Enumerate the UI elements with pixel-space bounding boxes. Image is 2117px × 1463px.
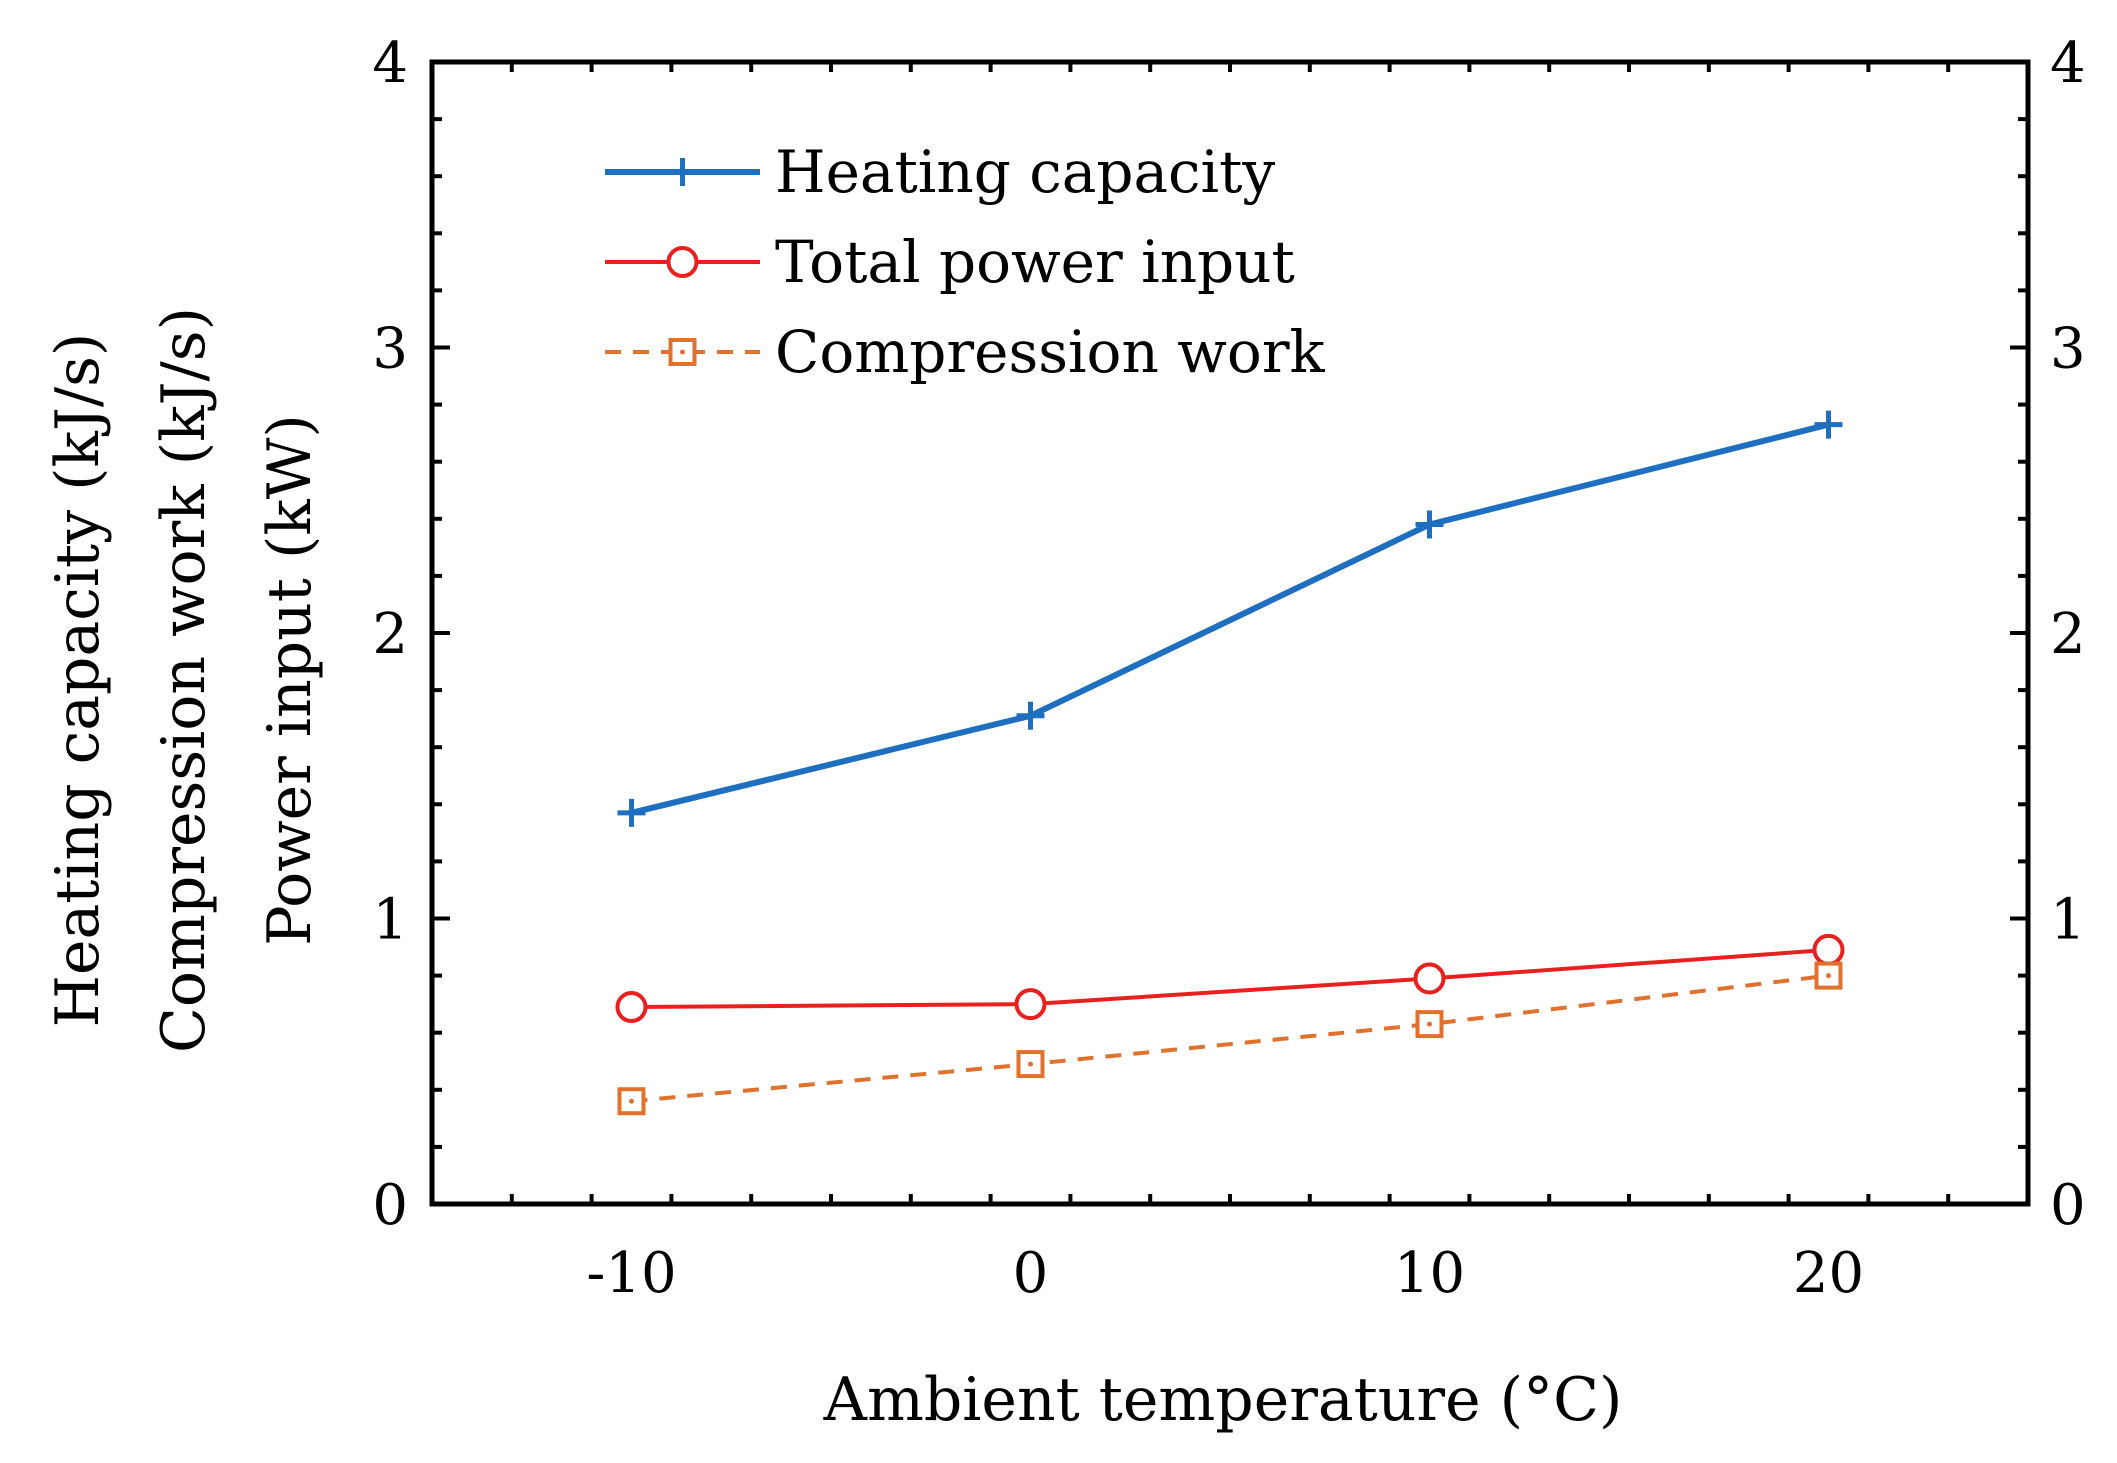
y-tick-label-left: 3 xyxy=(372,317,408,382)
circle-marker xyxy=(615,991,648,1024)
legend-label: Compression work xyxy=(775,318,1326,386)
series-total-power-input xyxy=(615,933,1845,1024)
x-tick-label: 10 xyxy=(1394,1241,1465,1306)
square-marker xyxy=(617,1087,646,1116)
legend-circle-marker xyxy=(666,246,699,278)
square-marker-dot xyxy=(1427,1021,1432,1027)
legend-label: Heating capacity xyxy=(775,138,1275,206)
x-tick-label: 0 xyxy=(1013,1241,1049,1306)
square-marker xyxy=(1814,961,1843,990)
plus-marker xyxy=(1814,410,1843,439)
square-marker-dot xyxy=(680,349,685,355)
plus-marker xyxy=(1415,510,1444,539)
circle-marker xyxy=(1014,988,1047,1021)
square-marker xyxy=(1016,1050,1045,1079)
legend-entry: Heating capacity xyxy=(605,138,1275,206)
legend-entry: Total power input xyxy=(605,228,1295,296)
legend-square-marker xyxy=(668,338,697,366)
y-tick-label-left: 4 xyxy=(372,31,408,96)
y-axis-label-line-3: Power input (kW) xyxy=(255,414,325,946)
series-compression-work xyxy=(617,961,1843,1116)
x-axis: -10 0 10 20 xyxy=(430,62,2030,1306)
y-tick-label-right: 4 xyxy=(2050,31,2086,96)
square-marker-box xyxy=(617,1087,646,1116)
y-axis-label-line-2: Compression work (kJ/s) xyxy=(149,307,219,1053)
series-line xyxy=(631,973,1829,1104)
y-tick-label-left: 1 xyxy=(372,888,408,953)
square-marker-dot xyxy=(1028,1061,1033,1067)
legend-entry: Compression work xyxy=(605,318,1326,386)
legend-plus-marker xyxy=(668,158,697,186)
square-marker-dot xyxy=(1826,973,1831,979)
plus-marker xyxy=(1016,701,1045,730)
series-line xyxy=(630,421,1830,816)
y-axis-label-line-1: Heating capacity (kJ/s) xyxy=(43,333,113,1028)
y-tick-label-right: 0 xyxy=(2050,1173,2086,1238)
series-layer xyxy=(615,410,1845,1116)
x-tick-label: -10 xyxy=(586,1241,676,1306)
y-tick-label-right: 2 xyxy=(2050,602,2086,667)
y-tick-label-left: 0 xyxy=(372,1173,408,1238)
x-axis-label: Ambient temperature (°C) xyxy=(823,1365,1623,1435)
series-heating-capacity xyxy=(617,410,1843,827)
right-y-axis: 0 1 2 3 4 xyxy=(2010,31,2086,1238)
plus-marker xyxy=(617,798,646,827)
series-line xyxy=(631,947,1829,1010)
y-tick-label-right: 1 xyxy=(2050,888,2086,953)
y-tick-label-right: 3 xyxy=(2050,317,2086,382)
x-tick-label: 20 xyxy=(1793,1241,1864,1306)
square-marker xyxy=(1415,1010,1444,1039)
circle-marker xyxy=(1812,933,1845,966)
circle-marker xyxy=(1413,962,1446,995)
y-tick-label-left: 2 xyxy=(372,602,408,667)
legend-label: Total power input xyxy=(775,228,1295,296)
square-marker-dot xyxy=(629,1098,634,1104)
left-y-axis: 0 1 2 3 4 xyxy=(372,31,450,1238)
legend: Heating capacity Total power input Compres… xyxy=(605,138,1326,386)
